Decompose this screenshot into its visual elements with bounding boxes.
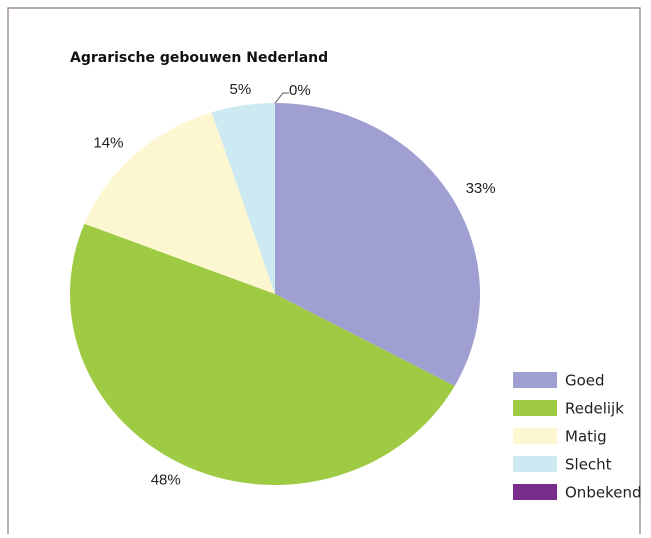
legend-swatch bbox=[513, 400, 557, 416]
legend-label: Slecht bbox=[565, 456, 612, 474]
leader-line bbox=[274, 92, 289, 104]
legend-swatch bbox=[513, 456, 557, 472]
pie-slice bbox=[275, 103, 480, 387]
data-label: 48% bbox=[151, 472, 181, 489]
legend-label: Redelijk bbox=[565, 400, 624, 418]
data-label: 33% bbox=[466, 180, 496, 197]
legend-swatch bbox=[513, 428, 557, 444]
data-label: 5% bbox=[230, 81, 252, 98]
data-label: 14% bbox=[93, 135, 123, 152]
chart-title: Agrarische gebouwen Nederland bbox=[70, 50, 328, 66]
legend-label: Goed bbox=[565, 372, 605, 390]
legend-label: Matig bbox=[565, 428, 607, 446]
pie-slice bbox=[211, 103, 275, 294]
legend-swatch bbox=[513, 484, 557, 500]
data-label: 0% bbox=[289, 82, 311, 99]
pie-slice bbox=[84, 112, 276, 294]
legend-label: Onbekend bbox=[565, 484, 641, 502]
legend-swatch bbox=[513, 372, 557, 388]
frame bbox=[7, 7, 641, 534]
pie-slice bbox=[69, 223, 455, 486]
